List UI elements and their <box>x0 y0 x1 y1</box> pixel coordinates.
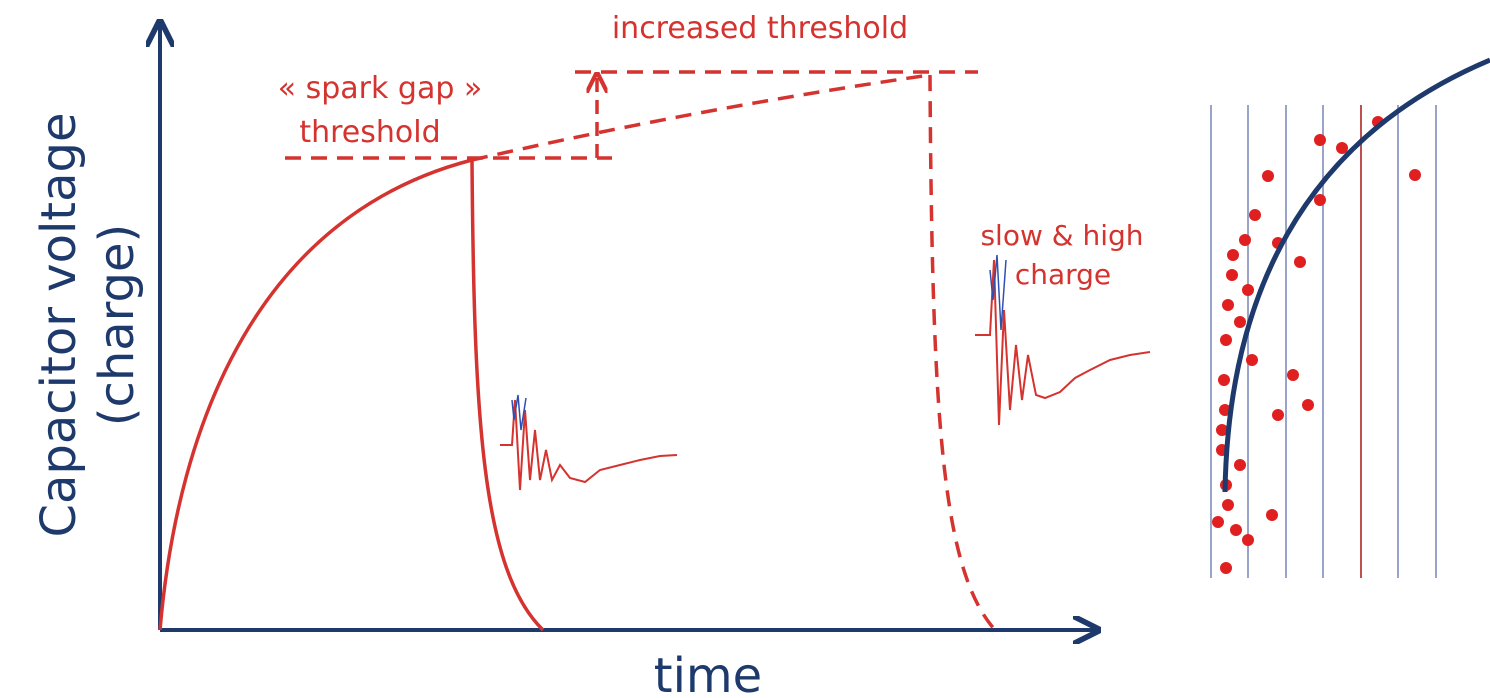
discharge-curve <box>472 160 543 630</box>
annotation: threshold <box>299 115 440 150</box>
charge-curve <box>160 160 472 630</box>
waveform <box>500 400 677 490</box>
annotation: charge <box>1015 258 1111 291</box>
annotation: « spark gap » <box>278 71 483 106</box>
fit-curve <box>1225 60 1490 492</box>
y-label: (charge) <box>89 224 145 427</box>
diagram: Capacitor voltage (charge) time « spark … <box>0 0 1490 698</box>
annotation: slow & high <box>980 219 1143 252</box>
annotation: increased threshold <box>612 11 908 46</box>
x-label: time <box>654 648 762 698</box>
late-discharge <box>930 75 995 630</box>
charge-curves <box>160 72 995 630</box>
y-label: Capacitor voltage <box>31 112 87 537</box>
extended-charge <box>472 75 930 160</box>
